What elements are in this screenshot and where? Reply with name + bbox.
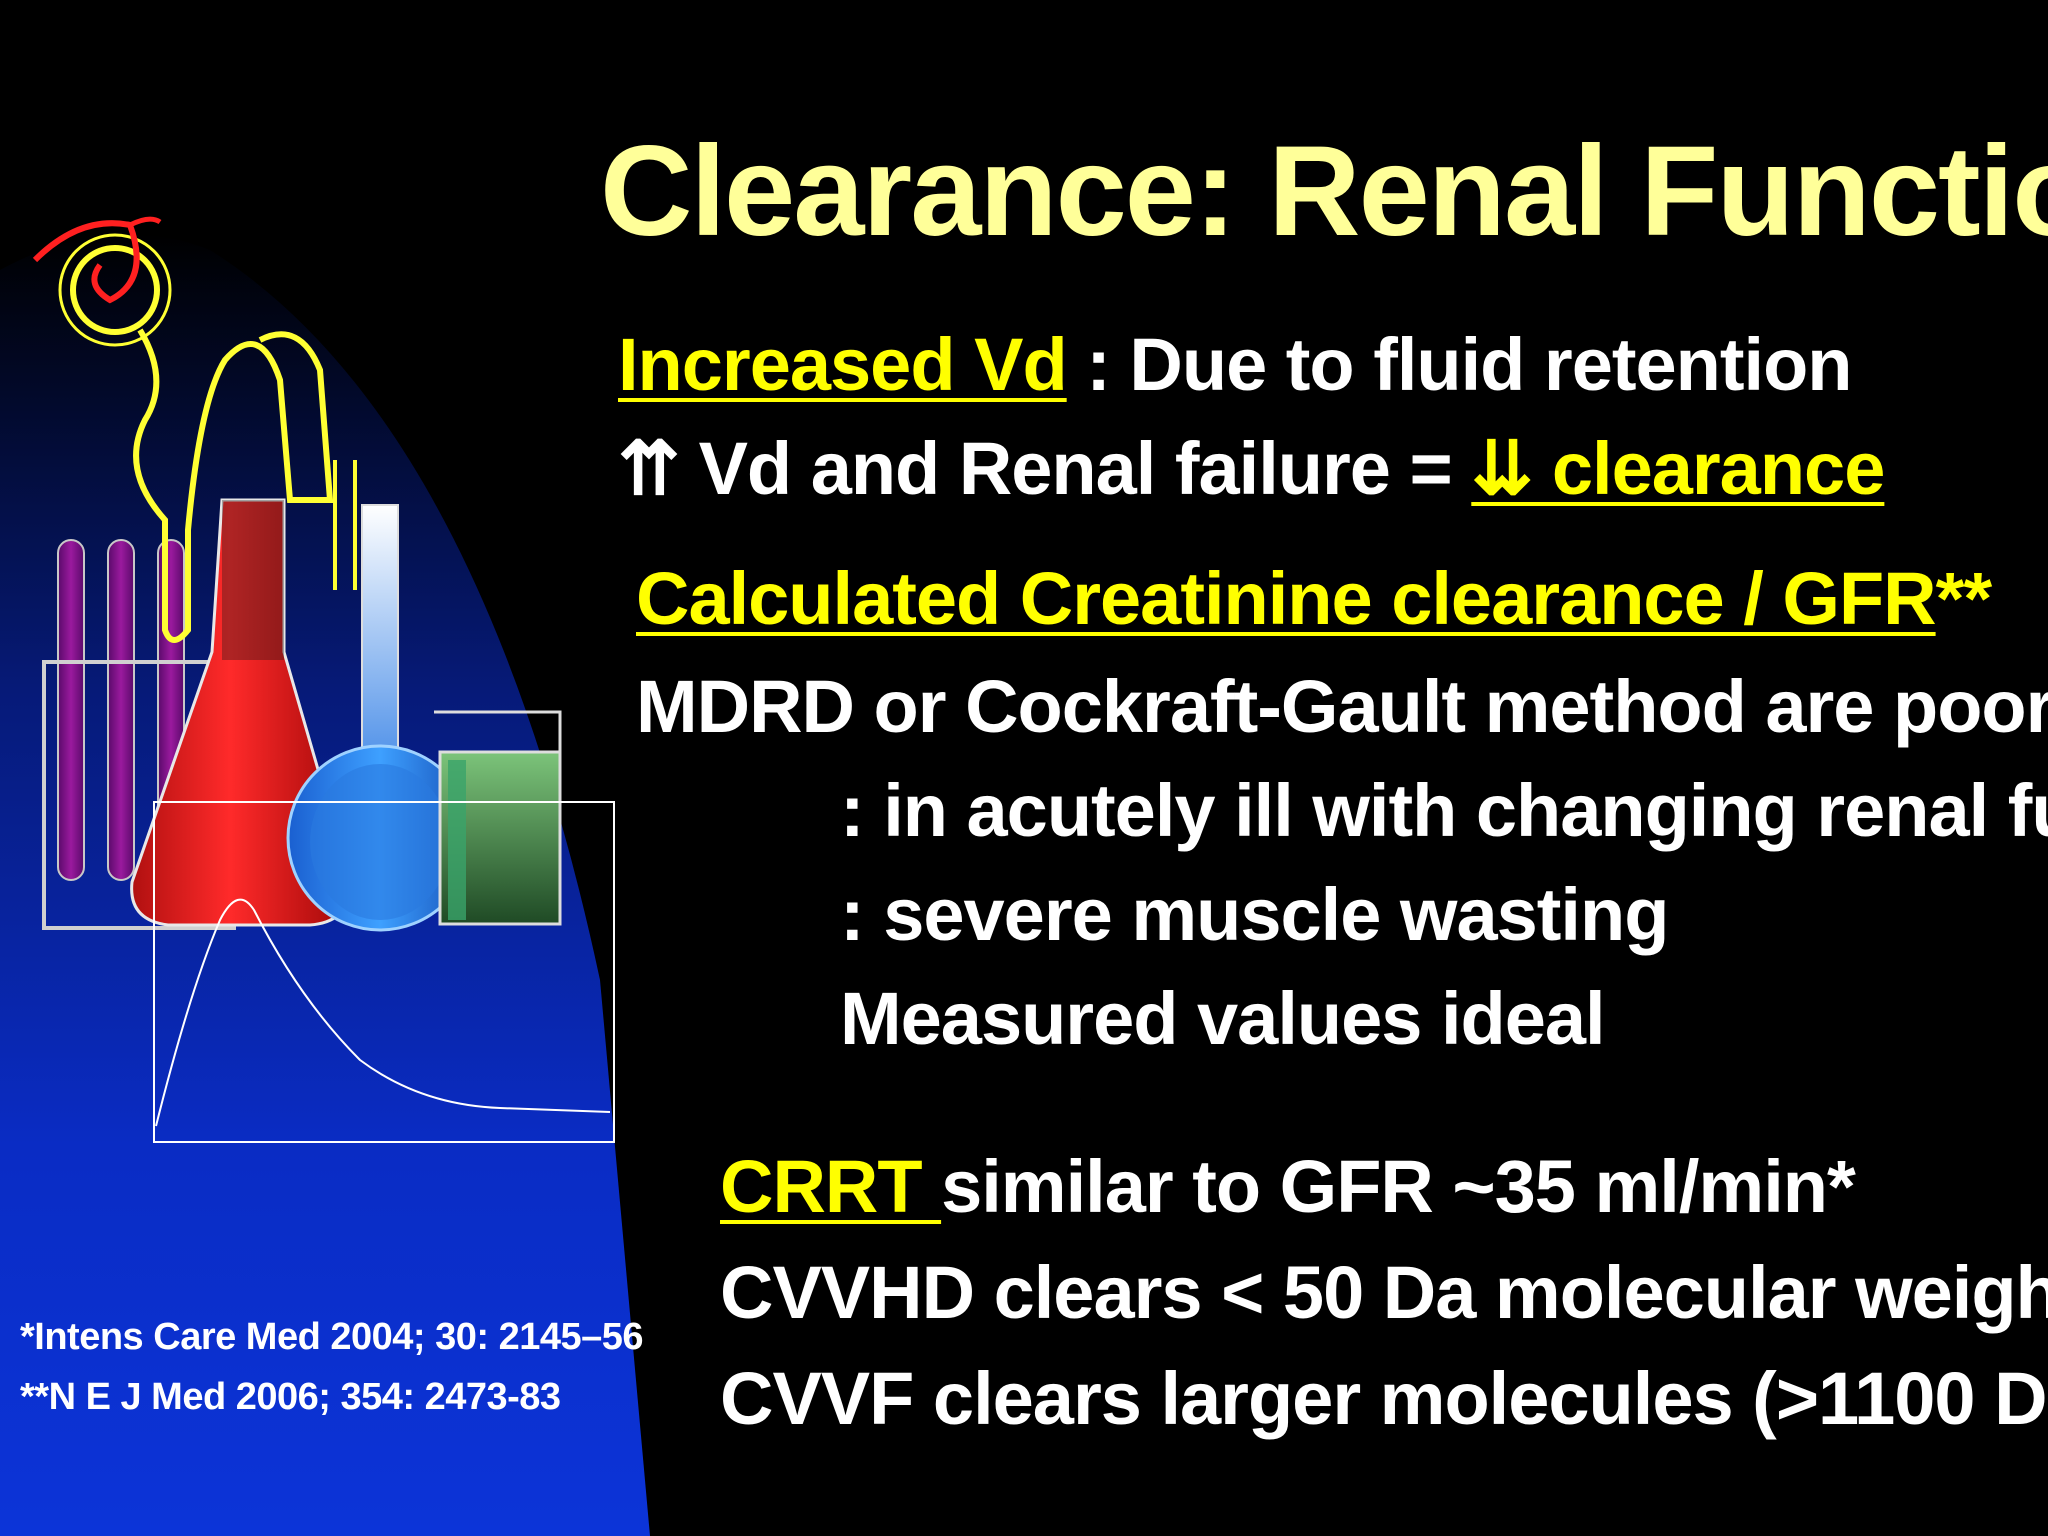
creatinine-heading-footnote: **	[1935, 557, 1993, 640]
crrt-line: CRRT similar to GFR ~35 ml/min*	[720, 1150, 1856, 1224]
kidney-nephron-icon	[32, 216, 357, 643]
cvvhd-line: CVVHD clears < 50 Da molecular weight	[720, 1251, 2048, 1334]
creatinine-heading: Calculated Creatinine clearance / GFR**	[636, 562, 1992, 636]
increased-vd-term: Increased Vd	[618, 323, 1068, 406]
renal-failure-line: ⇈ Vd and Renal failure = ⇊ clearance	[618, 432, 1885, 506]
arrows-up-icon: ⇈	[618, 427, 680, 510]
creatinine-heading-text: Calculated Creatinine clearance / GFR	[636, 557, 1937, 640]
concentration-curve-icon	[153, 801, 615, 1143]
crrt-explanation: similar to GFR ~35 ml/min*	[941, 1145, 1856, 1228]
muscle-wasting-line: : severe muscle wasting	[840, 873, 1669, 956]
reference-1: *Intens Care Med 2004; 30: 2145–56	[20, 1316, 644, 1358]
mdrd-line: MDRD or Cockraft-Gault method are poor	[636, 665, 2048, 748]
renal-failure-text: Vd and Renal failure =	[679, 427, 1472, 510]
beaker-icon	[434, 710, 562, 926]
slide-title: Clearance: Renal Function	[600, 120, 2048, 263]
vd-explanation: : Due to fluid retention	[1066, 323, 1852, 406]
reference-2: **N E J Med 2006; 354: 2473-83	[20, 1376, 561, 1418]
decreased-clearance-term: ⇊ clearance	[1471, 427, 1885, 510]
cvvf-line: CVVF clears larger molecules (>1100 Da)	[720, 1357, 2048, 1440]
measured-values-line: Measured values ideal	[840, 977, 1606, 1060]
vd-line: Increased Vd : Due to fluid retention	[618, 328, 1852, 402]
crrt-term: CRRT	[720, 1145, 942, 1228]
acutely-ill-line: : in acutely ill with changing renal fun…	[840, 769, 2048, 852]
